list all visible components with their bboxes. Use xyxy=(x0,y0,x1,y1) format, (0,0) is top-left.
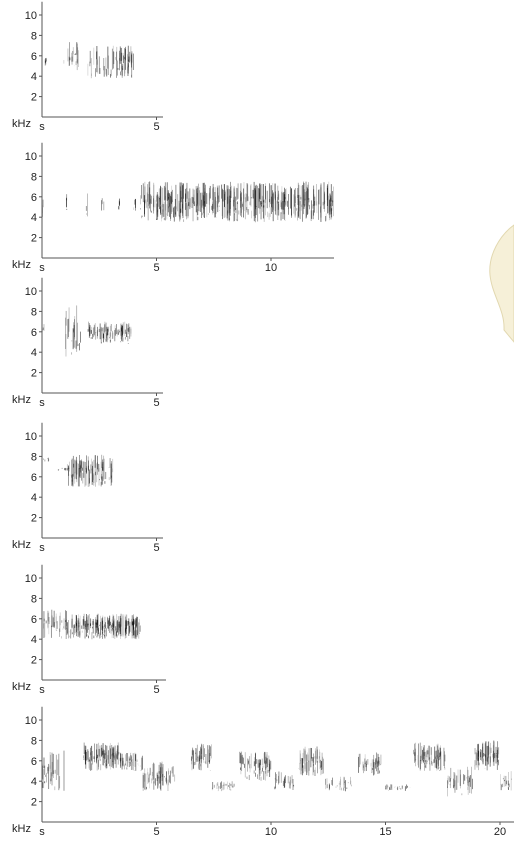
y-tick-label: 4 xyxy=(31,634,37,646)
y-tick-label: 6 xyxy=(31,51,37,63)
y-tick-label: 8 xyxy=(31,30,37,42)
y-unit: kHz xyxy=(12,394,31,406)
y-tick-label: 8 xyxy=(31,171,37,183)
y-tick-label: 6 xyxy=(31,756,37,768)
x-unit: s xyxy=(39,684,45,696)
y-tick-label: 10 xyxy=(25,10,37,22)
x-tick-label: 5 xyxy=(153,262,159,274)
y-tick-label: 4 xyxy=(31,71,37,83)
side-shape xyxy=(489,224,514,343)
y-tick-label: 8 xyxy=(31,306,37,318)
x-tick-label: 5 xyxy=(153,826,159,838)
y-tick-label: 8 xyxy=(31,593,37,605)
y-tick-label: 2 xyxy=(31,92,37,104)
y-tick-label: 6 xyxy=(31,327,37,339)
y-unit: kHz xyxy=(12,823,31,835)
y-unit: kHz xyxy=(12,681,31,693)
y-tick-label: 2 xyxy=(31,233,37,245)
y-tick-label: 10 xyxy=(25,431,37,443)
y-tick-label: 10 xyxy=(25,715,37,727)
x-tick-label: 20 xyxy=(494,826,506,838)
y-unit: kHz xyxy=(12,118,31,130)
x-tick-label: 5 xyxy=(153,542,159,554)
spectrogram xyxy=(43,609,141,640)
y-tick-label: 8 xyxy=(31,735,37,747)
x-tick-label: 10 xyxy=(265,826,277,838)
x-tick-label: 5 xyxy=(153,684,159,696)
y-unit: kHz xyxy=(12,539,31,551)
x-unit: s xyxy=(39,542,45,554)
y-tick-label: 8 xyxy=(31,451,37,463)
x-tick-label: 5 xyxy=(153,397,159,409)
spectrogram xyxy=(41,305,132,357)
y-tick-label: 6 xyxy=(31,192,37,204)
x-tick-label: 10 xyxy=(265,262,277,274)
x-tick-label: 15 xyxy=(379,826,391,838)
y-tick-label: 6 xyxy=(31,614,37,626)
y-tick-label: 4 xyxy=(31,347,37,359)
x-unit: s xyxy=(39,121,45,133)
y-tick-label: 4 xyxy=(31,492,37,504)
y-tick-label: 4 xyxy=(31,776,37,788)
y-tick-label: 10 xyxy=(25,286,37,298)
y-tick-label: 4 xyxy=(31,212,37,224)
spectrogram xyxy=(43,454,114,487)
y-tick-label: 2 xyxy=(31,368,37,380)
x-unit: s xyxy=(39,397,45,409)
y-tick-label: 10 xyxy=(25,573,37,585)
spectrogram xyxy=(41,740,512,797)
y-tick-label: 10 xyxy=(25,151,37,163)
spectrogram xyxy=(41,42,134,79)
y-tick-label: 2 xyxy=(31,797,37,809)
y-unit: kHz xyxy=(12,259,31,271)
x-tick-label: 5 xyxy=(153,121,159,133)
y-tick-label: 2 xyxy=(31,513,37,525)
y-tick-label: 6 xyxy=(31,472,37,484)
spectrogram xyxy=(41,181,334,223)
x-unit: s xyxy=(39,262,45,274)
y-tick-label: 2 xyxy=(31,655,37,667)
x-unit: s xyxy=(39,826,45,838)
